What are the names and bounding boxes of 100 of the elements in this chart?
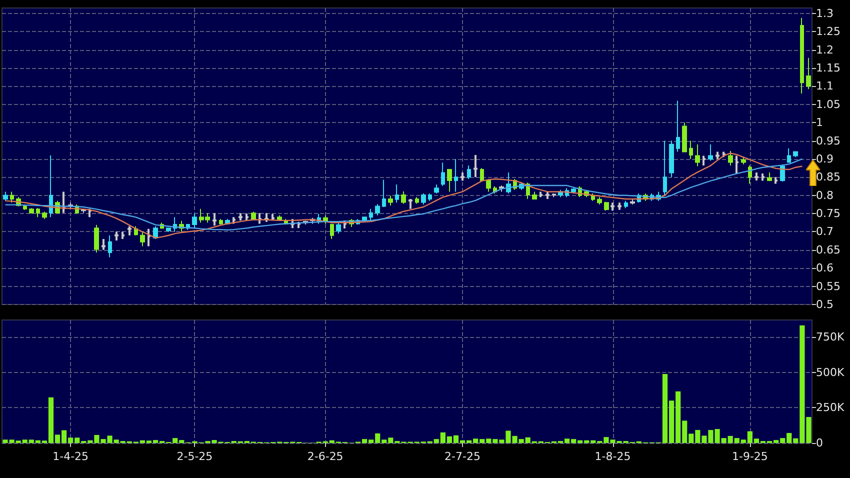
candlestick [100, 238, 106, 251]
candlestick [336, 221, 341, 234]
candlestick [49, 154, 53, 218]
candlestick [728, 150, 733, 166]
candlestick [88, 208, 92, 218]
candlestick [434, 184, 439, 194]
candlestick [421, 193, 426, 205]
candlestick [323, 214, 328, 224]
candlestick [472, 154, 478, 178]
candlestick [806, 57, 811, 90]
candlestick [741, 156, 746, 165]
candlestick [630, 198, 635, 205]
candlestick [42, 211, 47, 220]
candlestick [447, 169, 452, 192]
candlestick [126, 225, 132, 236]
candlestick [734, 154, 740, 175]
candlestick [663, 140, 667, 196]
candlestick [793, 151, 798, 158]
candlestick [748, 165, 752, 184]
candlestick [244, 212, 250, 222]
line-series [4, 152, 803, 239]
candlestick [10, 191, 14, 204]
candlestick [146, 228, 152, 248]
candlestick [532, 191, 537, 200]
candlestick [270, 212, 276, 222]
candlestick [330, 223, 334, 240]
y-tick-label: 0 [816, 436, 823, 450]
candlestick [23, 204, 27, 210]
y-tick-label: 0.7 [816, 225, 834, 238]
y-tick-label: 1.2 [816, 43, 834, 56]
y-tick-label: 1 [816, 116, 823, 130]
candlestick [388, 195, 393, 206]
candlestick [166, 228, 171, 232]
candlestick [3, 191, 8, 202]
x-tick-label: 1-4-25 [52, 450, 89, 463]
candlestick [616, 202, 622, 211]
candlestick [415, 196, 419, 204]
y-tick-label: 0.65 [816, 243, 840, 256]
candlestick [722, 150, 726, 158]
candlestick [486, 178, 491, 192]
y-tick-label: 0.9 [816, 152, 834, 166]
candlestick [238, 212, 244, 222]
candlestick [682, 122, 687, 152]
candlestick [754, 171, 760, 182]
x-tick-label: 1-8-25 [594, 450, 631, 463]
candlestick [480, 168, 484, 182]
candlestick [604, 201, 609, 212]
candlestick [689, 140, 693, 160]
x-tick-label: 2-7-25 [444, 450, 480, 463]
candlestick [29, 208, 34, 214]
y-tick-label: 1.05 [816, 98, 840, 111]
candlestick [708, 144, 713, 162]
candlestick [499, 185, 504, 192]
y-tick-label: 0.8 [816, 188, 834, 202]
candlestick [780, 164, 785, 182]
candlestick [264, 212, 270, 223]
y-tick-label: 1.3 [816, 6, 834, 20]
candlestick [552, 193, 556, 198]
y-tick-label: 0.6 [816, 262, 834, 275]
candlestick [506, 172, 511, 194]
candlestick [120, 230, 126, 240]
candlestick [277, 214, 282, 221]
candlestick [544, 190, 550, 200]
y-tick-label: 750K [816, 330, 845, 344]
candlestick [232, 216, 236, 225]
candlestick [767, 172, 772, 182]
candlestick [212, 212, 218, 227]
candlestick [395, 184, 399, 204]
candlestick [695, 144, 700, 167]
candlestick [36, 208, 40, 218]
y-tick-label: 250K [816, 401, 845, 414]
candlestick [94, 224, 99, 253]
candlestick [153, 226, 158, 240]
candlestick [296, 220, 302, 230]
y-tick-label: 0.95 [816, 134, 840, 148]
candlestick [408, 198, 414, 210]
y-tick-label: 500K [816, 366, 845, 379]
candlestick [140, 231, 145, 247]
candlestick [428, 193, 432, 202]
candlestick [401, 190, 406, 204]
x-tick-label: 1-9-25 [732, 450, 768, 463]
candlestick [610, 202, 616, 212]
candlestick [760, 172, 766, 182]
candlestick [454, 158, 458, 192]
candlestick [467, 165, 471, 180]
candlestick [714, 150, 720, 160]
x-tick-label: 2-5-25 [176, 450, 213, 463]
candlestick [219, 218, 223, 225]
line-series [4, 158, 803, 231]
candlestick [538, 190, 544, 198]
y-tick-label: 1.25 [816, 25, 840, 38]
candlestick [382, 179, 386, 208]
y-tick-label: 0.55 [816, 280, 840, 293]
candlestick [774, 176, 778, 185]
candlestick [800, 17, 804, 94]
candlestick [669, 140, 674, 178]
candlestick [258, 212, 262, 225]
candlestick [676, 100, 680, 152]
y-tick-label: 1.15 [816, 62, 840, 75]
y-tick-label: 0.75 [816, 207, 840, 220]
